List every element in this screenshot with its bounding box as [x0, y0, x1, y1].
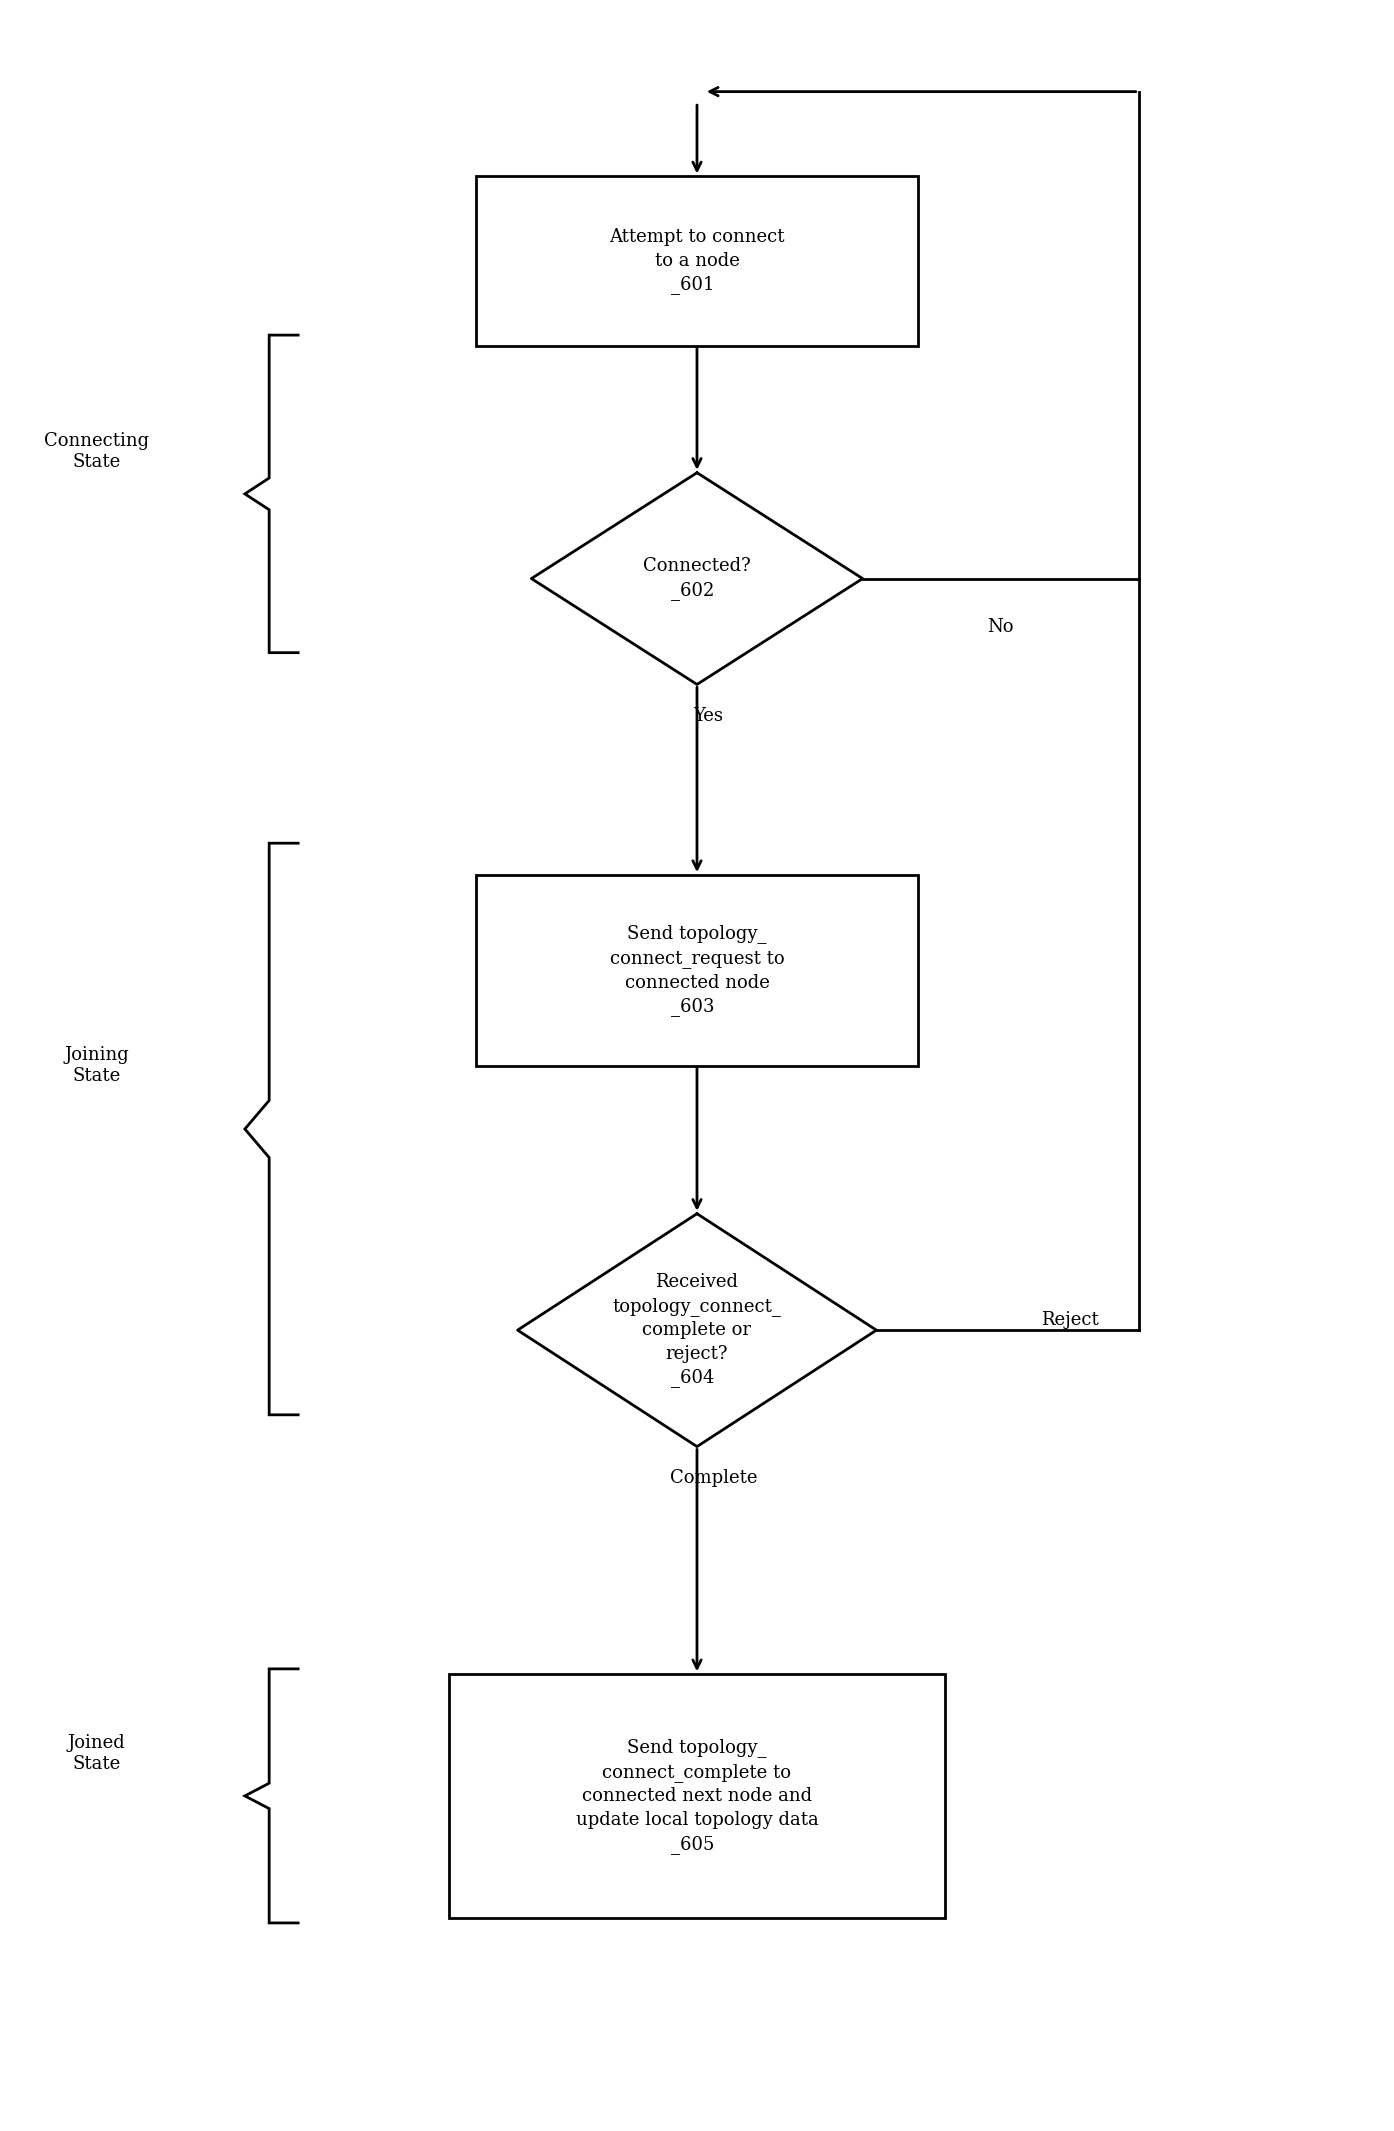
Text: Complete: Complete: [669, 1470, 757, 1487]
Text: Attempt to connect
to a node
̲601: Attempt to connect to a node ̲601: [609, 228, 785, 294]
Text: No: No: [987, 618, 1013, 637]
Text: Joined
State: Joined State: [68, 1735, 125, 1773]
FancyBboxPatch shape: [477, 177, 917, 345]
Text: Received
topology_connect_
complete or
reject?
̲604: Received topology_connect_ complete or r…: [612, 1272, 782, 1387]
Polygon shape: [531, 473, 863, 684]
Text: Send topology_
connect_complete to
connected next node and
update local topology: Send topology_ connect_complete to conne…: [576, 1739, 818, 1854]
FancyBboxPatch shape: [477, 876, 917, 1066]
Text: Send topology_
connect_request to
connected node
̲603: Send topology_ connect_request to connec…: [609, 925, 785, 1016]
Text: Reject: Reject: [1041, 1311, 1098, 1328]
Text: Connected?
̲602: Connected? ̲602: [643, 558, 751, 599]
FancyBboxPatch shape: [449, 1675, 945, 1918]
Text: Connecting
State: Connecting State: [45, 433, 149, 471]
Text: Joining
State: Joining State: [64, 1046, 130, 1085]
Text: Yes: Yes: [693, 707, 723, 725]
Polygon shape: [517, 1215, 877, 1447]
